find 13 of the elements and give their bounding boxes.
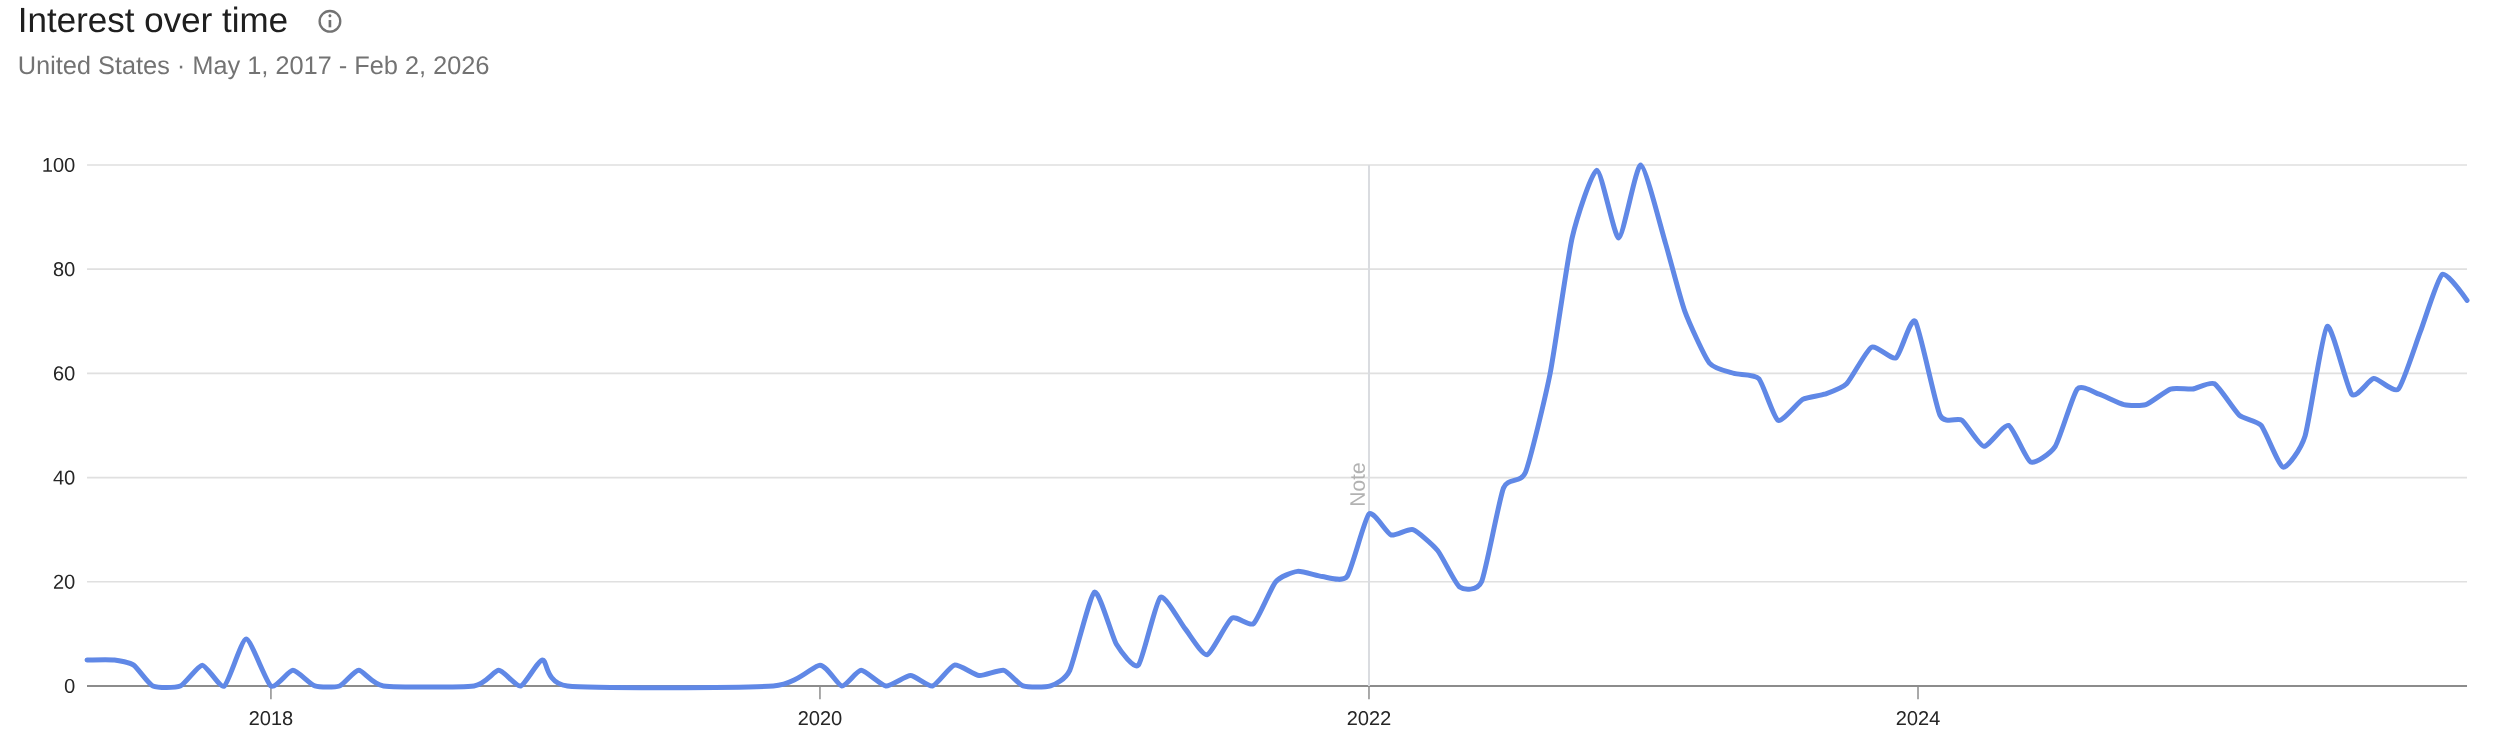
y-tick-label: 20 bbox=[53, 574, 75, 589]
y-tick-label: 100 bbox=[43, 157, 75, 173]
y-tick-label: 0 bbox=[64, 678, 75, 694]
x-tick-label: 2018 bbox=[249, 711, 293, 726]
ref-line-label: Note bbox=[1350, 463, 1365, 505]
x-tick-label: 2024 bbox=[1896, 711, 1940, 726]
x-tick-label: 2022 bbox=[1347, 711, 1391, 726]
y-tick-label: 40 bbox=[53, 470, 75, 485]
y-tick-label: 80 bbox=[53, 262, 75, 277]
chart-title: Interest over time bbox=[21, 6, 287, 33]
chart-subtitle: United States · May 1, 2017 - Feb 2, 2026 bbox=[19, 55, 489, 80]
y-tick-label: 60 bbox=[53, 366, 75, 381]
x-tick-label: 2020 bbox=[798, 711, 842, 726]
